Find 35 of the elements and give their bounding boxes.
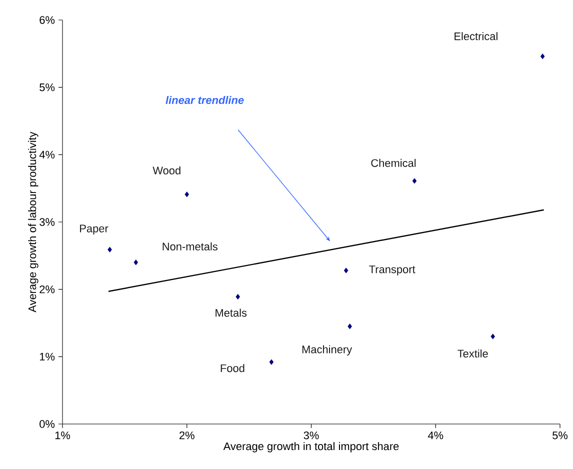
annotation: Chemical — [371, 158, 416, 167]
annotation: Metals — [216, 308, 247, 317]
annotation: Transport — [369, 266, 416, 276]
point — [108, 246, 112, 252]
point — [236, 294, 240, 300]
x-tick-label: 3% — [304, 432, 319, 440]
y-tick-label: 5% — [40, 83, 55, 92]
point — [184, 192, 190, 198]
x-tick-label: 5% — [552, 432, 568, 440]
point — [490, 334, 495, 340]
x-axis-title: Average growth in total import share — [223, 442, 399, 452]
annotation: Paper — [80, 224, 108, 234]
annotation: Textile — [458, 349, 488, 358]
point — [344, 268, 348, 274]
point — [269, 359, 274, 365]
y-tick-label: 4% — [39, 150, 55, 158]
annotation: Machinery — [302, 345, 352, 356]
y-tick-label: 3% — [40, 218, 55, 226]
annotation: Non-metals — [162, 242, 218, 250]
y-tick-label: 0% — [40, 420, 55, 428]
annotation: linear trendline — [166, 96, 244, 104]
point — [540, 54, 545, 60]
annotation: Food — [220, 364, 244, 372]
x-tick-label: 1% — [55, 432, 70, 440]
annotation: Wood — [152, 166, 180, 174]
point — [134, 260, 138, 266]
point — [348, 324, 352, 330]
y-tick-label: 6% — [40, 16, 55, 24]
y-axis-title: Average growth of labour productivity — [28, 132, 38, 312]
x-tick-label: 2% — [180, 432, 194, 440]
y-tick-label: 1% — [40, 352, 55, 360]
x-tick-label: 4% — [428, 432, 444, 440]
annotation: Electrical — [454, 32, 498, 40]
point — [412, 178, 417, 184]
y-tick-label: 2% — [40, 285, 55, 294]
